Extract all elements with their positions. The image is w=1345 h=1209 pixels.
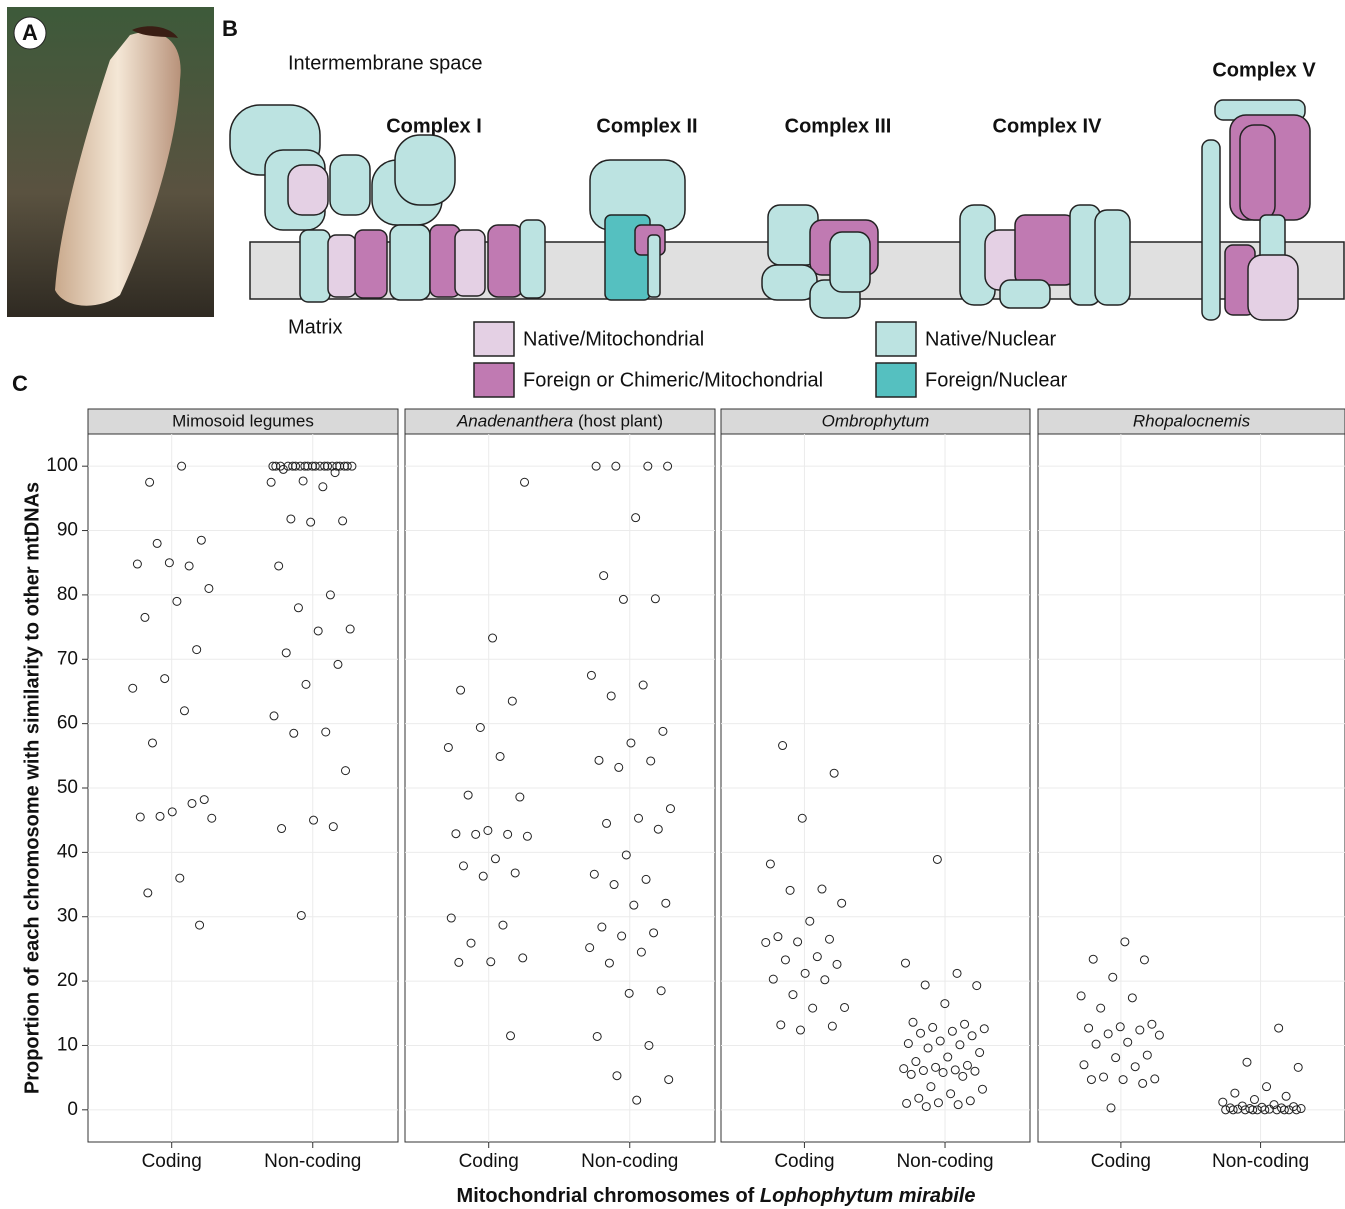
facet-title: Mimosoid legumes: [172, 412, 314, 431]
region-label: Intermembrane space: [288, 52, 483, 74]
y-tick-label: 70: [57, 648, 78, 669]
text-segment: Mitochondrial chromosomes of: [457, 1185, 760, 1207]
x-tick-label: Coding: [774, 1151, 834, 1172]
x-axis-label: Mitochondrial chromosomes of Lophophytum…: [457, 1185, 976, 1207]
figure: A B C Intermembrane space Matrix Complex…: [0, 0, 1345, 1209]
text-segment: Anadenanthera: [456, 412, 573, 431]
region-label: Matrix: [288, 316, 342, 338]
panel-label: A: [22, 20, 38, 45]
y-tick-label: 30: [57, 906, 78, 927]
panel-label: B: [222, 16, 238, 41]
panel-label: C: [12, 371, 28, 396]
legend-swatch: [876, 363, 916, 397]
complex-label: Complex II: [596, 115, 697, 137]
legend-label: Foreign or Chimeric/Mitochondrial: [523, 369, 823, 391]
text-segment: Ombrophytum: [822, 412, 930, 431]
y-tick-label: 20: [57, 970, 78, 991]
x-tick-label: Non-coding: [896, 1151, 993, 1172]
y-axis-label: Proportion of each chromosome with simil…: [21, 482, 43, 1094]
legend-swatch: [474, 322, 514, 356]
complex-label: Complex III: [785, 115, 892, 137]
y-tick-label: 0: [67, 1099, 78, 1120]
complex-label: Complex V: [1212, 59, 1316, 81]
y-tick-label: 60: [57, 713, 78, 734]
legend-swatch: [876, 322, 916, 356]
complex-label: Complex I: [386, 115, 482, 137]
y-tick-label: 50: [57, 777, 78, 798]
x-tick-label: Coding: [1091, 1151, 1151, 1172]
text-segment: (host plant): [573, 412, 663, 431]
legend-label: Foreign/Nuclear: [925, 369, 1068, 391]
y-tick-label: 80: [57, 584, 78, 605]
y-tick-label: 90: [57, 520, 78, 541]
x-tick-label: Non-coding: [581, 1151, 678, 1172]
legend-swatch: [474, 363, 514, 397]
x-tick-label: Coding: [459, 1151, 519, 1172]
legend-label: Native/Mitochondrial: [523, 328, 704, 350]
y-tick-label: 40: [57, 841, 78, 862]
complex-label: Complex IV: [993, 115, 1103, 137]
facet-title: Rhopalocnemis: [1133, 412, 1251, 431]
text-segment: Rhopalocnemis: [1133, 412, 1251, 431]
photo: [7, 7, 214, 317]
facet-title: Ombrophytum: [822, 412, 930, 431]
legend-label: Native/Nuclear: [925, 328, 1057, 350]
text-segment: Mimosoid legumes: [172, 412, 314, 431]
y-tick-label: 10: [57, 1034, 78, 1055]
x-tick-label: Coding: [142, 1151, 202, 1172]
x-tick-label: Non-coding: [1212, 1151, 1309, 1172]
x-tick-label: Non-coding: [264, 1151, 361, 1172]
y-tick-label: 100: [46, 455, 78, 476]
facet-title: Anadenanthera (host plant): [456, 412, 663, 431]
text-segment: Lophophytum mirabile: [760, 1185, 976, 1207]
